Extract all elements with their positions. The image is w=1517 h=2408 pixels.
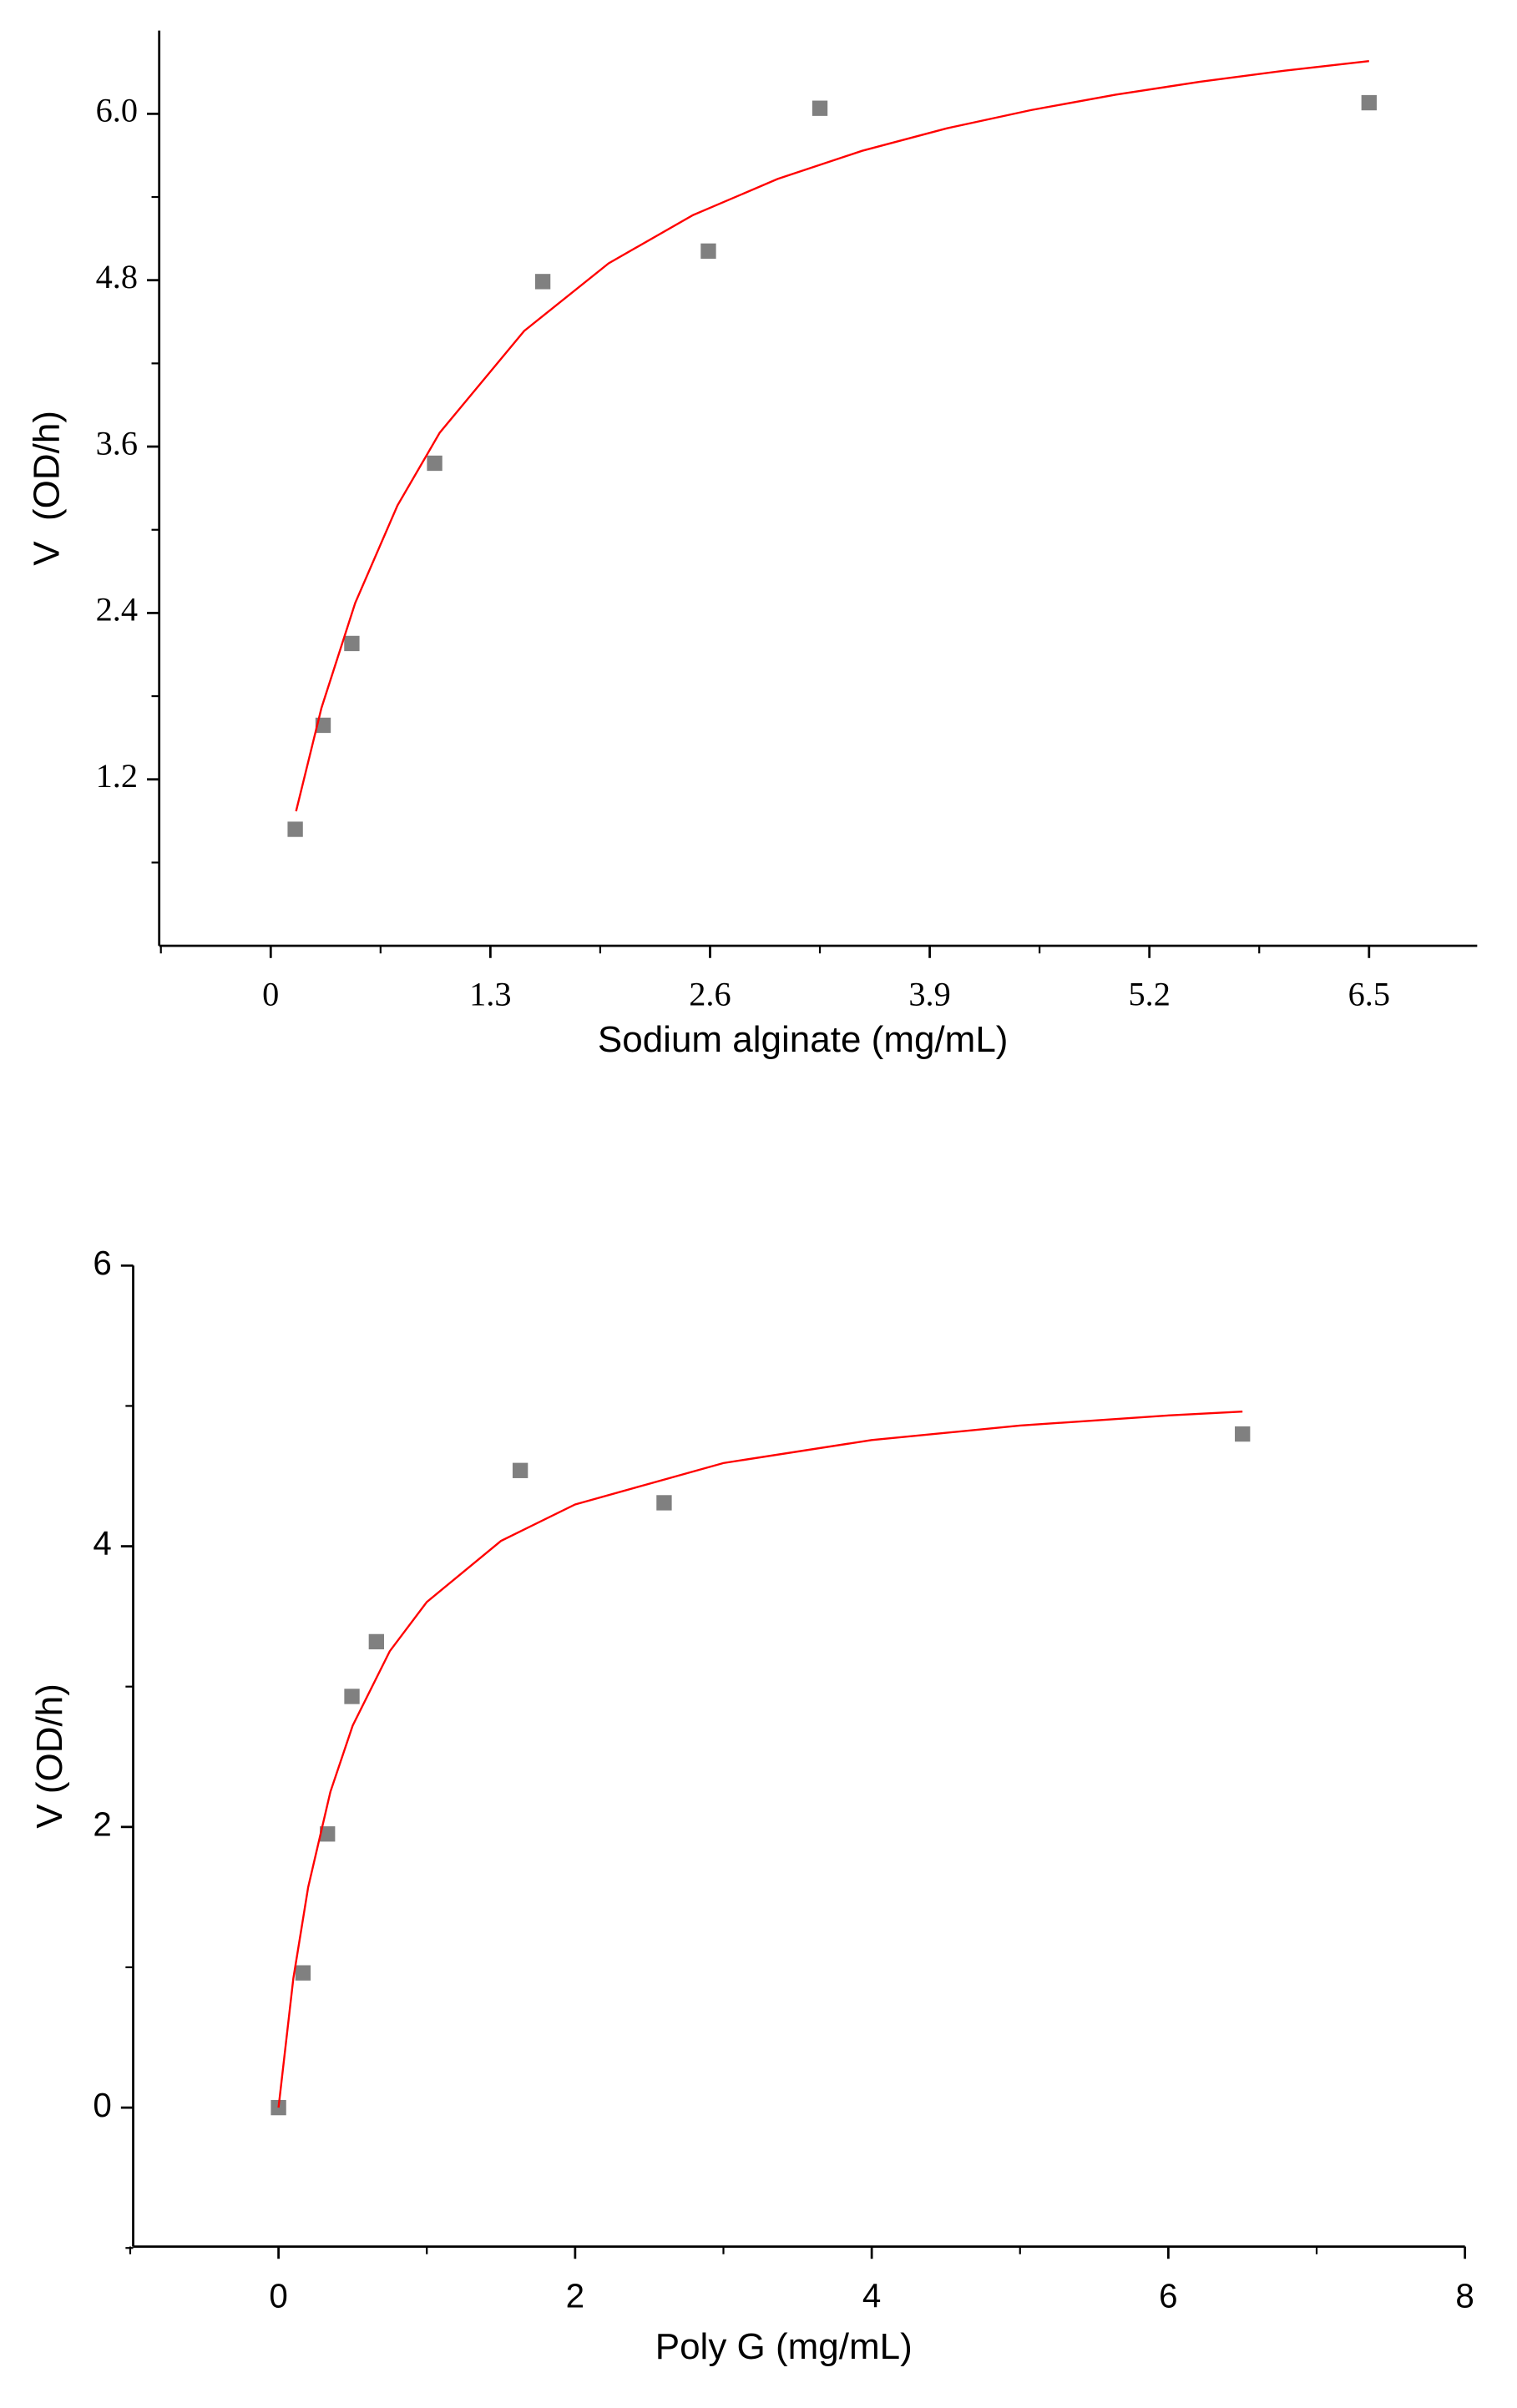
y-tick-label: 2: [93, 1805, 111, 1843]
x-tick-label: 2.6: [689, 976, 731, 1013]
data-point: [368, 1633, 385, 1650]
y-tick-label: 0: [93, 2086, 111, 2124]
data-point: [320, 1826, 336, 1842]
x-tick-label: 1.3: [469, 976, 511, 1013]
x-tick-label: 0: [262, 976, 279, 1013]
data-point: [295, 1965, 311, 1981]
data-point: [534, 274, 551, 290]
data-point: [271, 2099, 286, 2116]
data-point: [427, 455, 442, 472]
fit-curve: [295, 60, 1369, 812]
y-axis-label: V (OD/h): [26, 411, 67, 566]
y-tick-label: 1.2: [96, 757, 138, 795]
x-axis-label: Sodium alginate (mg/mL): [598, 1019, 1009, 1060]
x-tick-label: 0: [269, 2277, 287, 2315]
y-tick-label: 4.8: [96, 258, 138, 295]
data-point: [1235, 1426, 1251, 1442]
x-tick-label: 8: [1455, 2277, 1474, 2315]
data-point: [344, 1689, 360, 1704]
data-point: [1361, 94, 1377, 111]
data-point: [287, 821, 303, 837]
data-point: [700, 243, 716, 259]
x-tick-label: 6.5: [1348, 976, 1390, 1013]
data-point: [512, 1462, 528, 1478]
data-point: [812, 100, 828, 116]
x-tick-label: 4: [862, 2277, 881, 2315]
fit-curve: [277, 1410, 1243, 2108]
x-tick-label: 2: [566, 2277, 584, 2315]
x-axis-label: Poly G (mg/mL): [655, 2326, 913, 2367]
data-point: [315, 717, 331, 734]
y-tick-label: 6.0: [96, 92, 138, 129]
data-point: [656, 1495, 672, 1511]
y-axis-label: V (OD/h): [29, 1684, 70, 1829]
data-point: [344, 635, 360, 652]
x-tick-label: 6: [1159, 2277, 1177, 2315]
y-tick-label: 4: [93, 1524, 111, 1562]
y-tick-label: 3.6: [96, 424, 138, 462]
x-tick-label: 5.2: [1128, 976, 1170, 1013]
x-tick-label: 3.9: [908, 976, 950, 1013]
y-tick-label: 2.4: [96, 591, 138, 629]
y-tick-label: 6: [93, 1244, 111, 1282]
